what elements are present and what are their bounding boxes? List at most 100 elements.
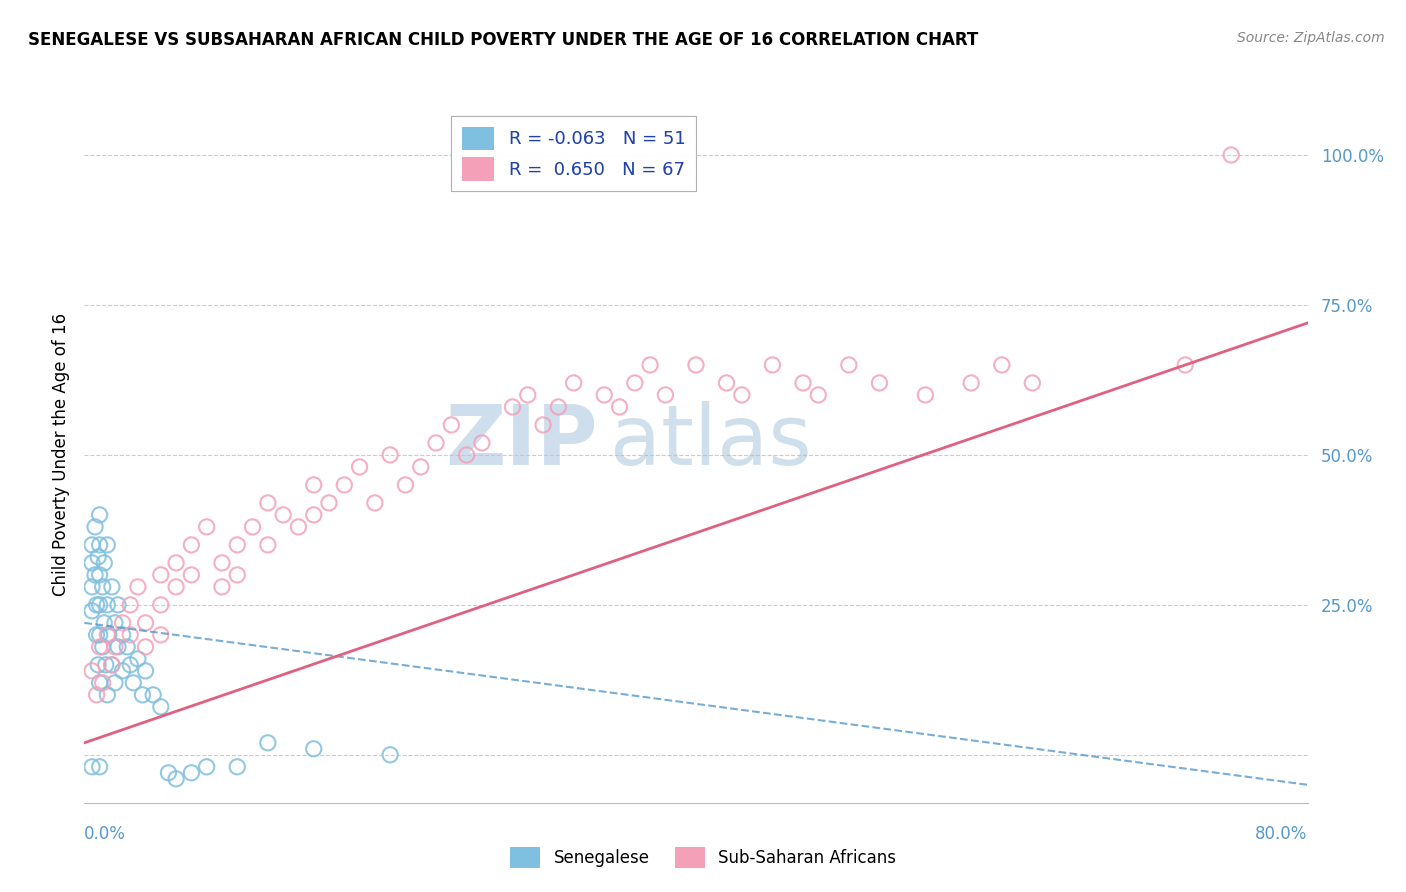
Point bbox=[502, 400, 524, 414]
Point bbox=[87, 549, 110, 564]
Point bbox=[425, 436, 447, 450]
Point bbox=[142, 688, 165, 702]
Point bbox=[165, 580, 187, 594]
Point bbox=[302, 478, 325, 492]
Point bbox=[195, 520, 218, 534]
Point bbox=[226, 538, 249, 552]
Point bbox=[101, 657, 124, 672]
Point bbox=[96, 538, 118, 552]
Point bbox=[80, 664, 103, 678]
Point bbox=[157, 765, 180, 780]
Point bbox=[149, 628, 172, 642]
Point bbox=[91, 580, 114, 594]
Point bbox=[86, 628, 108, 642]
Point bbox=[86, 688, 108, 702]
Point bbox=[84, 567, 107, 582]
Point bbox=[122, 676, 145, 690]
Point bbox=[149, 699, 172, 714]
Point bbox=[257, 736, 280, 750]
Point bbox=[127, 652, 149, 666]
Point bbox=[149, 598, 172, 612]
Point bbox=[89, 628, 111, 642]
Point bbox=[302, 741, 325, 756]
Point bbox=[195, 760, 218, 774]
Point bbox=[91, 640, 114, 654]
Text: SENEGALESE VS SUBSAHARAN AFRICAN CHILD POVERTY UNDER THE AGE OF 16 CORRELATION C: SENEGALESE VS SUBSAHARAN AFRICAN CHILD P… bbox=[28, 31, 979, 49]
Point bbox=[1220, 148, 1243, 162]
Point bbox=[165, 772, 187, 786]
Point bbox=[96, 598, 118, 612]
Point bbox=[349, 459, 371, 474]
Point bbox=[120, 598, 142, 612]
Point bbox=[409, 459, 432, 474]
Point bbox=[107, 640, 129, 654]
Point bbox=[104, 640, 127, 654]
Point bbox=[593, 388, 616, 402]
Point bbox=[792, 376, 814, 390]
Point bbox=[456, 448, 478, 462]
Point bbox=[562, 376, 585, 390]
Point bbox=[89, 567, 111, 582]
Point bbox=[165, 556, 187, 570]
Point bbox=[104, 676, 127, 690]
Point bbox=[131, 688, 153, 702]
Point bbox=[80, 580, 103, 594]
Point bbox=[80, 538, 103, 552]
Point bbox=[93, 615, 115, 630]
Point bbox=[624, 376, 647, 390]
Text: Source: ZipAtlas.com: Source: ZipAtlas.com bbox=[1237, 31, 1385, 45]
Point bbox=[101, 657, 124, 672]
Point bbox=[111, 628, 134, 642]
Point bbox=[380, 747, 402, 762]
Point bbox=[807, 388, 830, 402]
Point bbox=[115, 640, 138, 654]
Point bbox=[1174, 358, 1197, 372]
Point bbox=[838, 358, 860, 372]
Point bbox=[440, 417, 463, 432]
Point bbox=[991, 358, 1014, 372]
Point bbox=[516, 388, 538, 402]
Point bbox=[226, 760, 249, 774]
Point bbox=[685, 358, 707, 372]
Point bbox=[80, 604, 103, 618]
Y-axis label: Child Poverty Under the Age of 16: Child Poverty Under the Age of 16 bbox=[52, 313, 70, 597]
Point bbox=[257, 538, 280, 552]
Point bbox=[211, 556, 233, 570]
Point bbox=[287, 520, 309, 534]
Point bbox=[89, 676, 111, 690]
Point bbox=[86, 598, 108, 612]
Point bbox=[1021, 376, 1043, 390]
Point bbox=[89, 538, 111, 552]
Point bbox=[364, 496, 387, 510]
Point bbox=[869, 376, 891, 390]
Point bbox=[97, 628, 120, 642]
Point bbox=[80, 556, 103, 570]
Point bbox=[638, 358, 661, 372]
Point bbox=[84, 520, 107, 534]
Point bbox=[394, 478, 416, 492]
Point bbox=[127, 580, 149, 594]
Point bbox=[333, 478, 356, 492]
Point bbox=[101, 580, 124, 594]
Point bbox=[609, 400, 631, 414]
Point bbox=[761, 358, 783, 372]
Point bbox=[654, 388, 676, 402]
Point bbox=[914, 388, 936, 402]
Point bbox=[471, 436, 494, 450]
Point bbox=[380, 448, 402, 462]
Text: 80.0%: 80.0% bbox=[1256, 825, 1308, 843]
Point bbox=[135, 640, 157, 654]
Point bbox=[149, 567, 172, 582]
Point bbox=[226, 567, 249, 582]
Point bbox=[716, 376, 738, 390]
Point bbox=[89, 760, 111, 774]
Point bbox=[120, 657, 142, 672]
Point bbox=[531, 417, 554, 432]
Point bbox=[94, 657, 117, 672]
Point bbox=[89, 508, 111, 522]
Point bbox=[111, 615, 134, 630]
Point bbox=[111, 664, 134, 678]
Point bbox=[242, 520, 264, 534]
Point bbox=[271, 508, 294, 522]
Legend: Senegalese, Sub-Saharan Africans: Senegalese, Sub-Saharan Africans bbox=[503, 840, 903, 875]
